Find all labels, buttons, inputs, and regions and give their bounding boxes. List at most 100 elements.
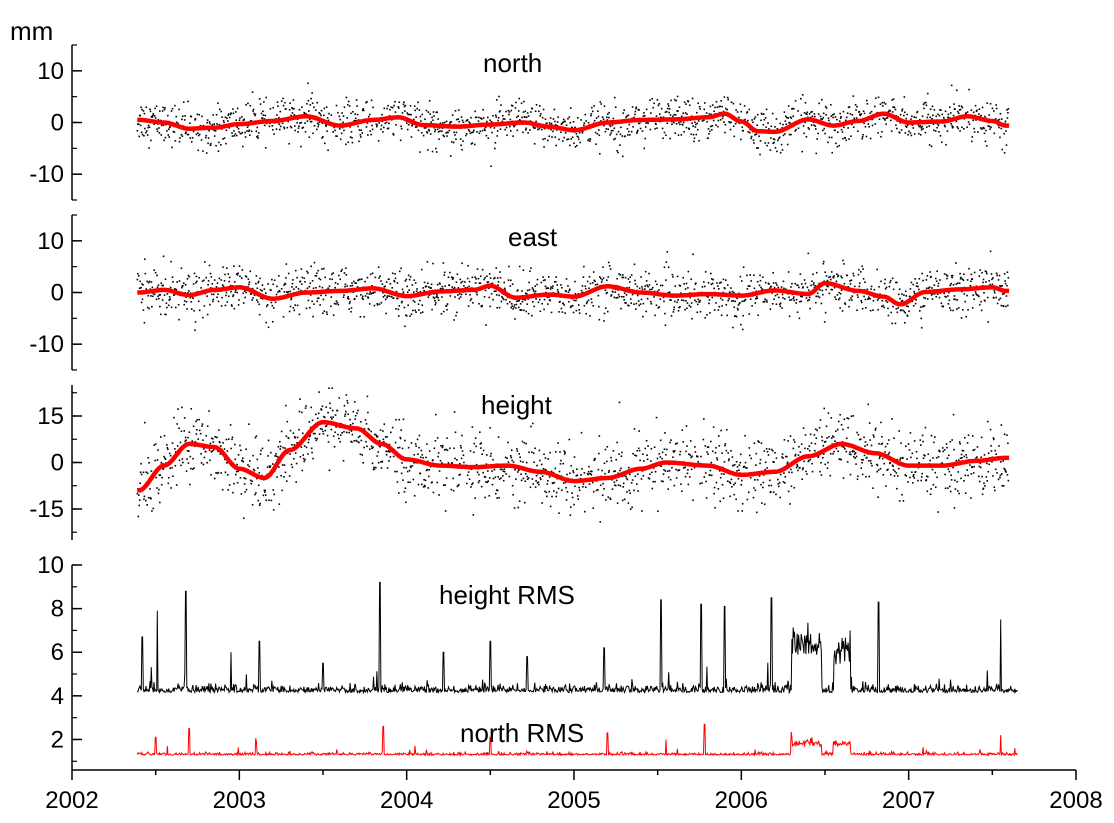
- height-scatter-point: [431, 481, 433, 483]
- height-scatter-point: [141, 474, 143, 476]
- east-scatter-point: [187, 278, 189, 280]
- east-scatter-point: [523, 310, 525, 312]
- height-scatter-point: [786, 456, 788, 458]
- north-scatter-point: [936, 127, 938, 129]
- height-scatter-point: [866, 457, 868, 459]
- height-scatter-point: [638, 448, 640, 450]
- north-scatter-point: [521, 102, 523, 104]
- east-scatter-point: [340, 270, 342, 272]
- north-scatter-point: [291, 127, 293, 129]
- north-scatter-point: [840, 116, 842, 118]
- east-scatter-point: [277, 291, 279, 293]
- east-scatter-point: [973, 298, 975, 300]
- east-scatter-point: [993, 297, 995, 299]
- north-scatter-point: [575, 146, 577, 148]
- height-scatter-point: [521, 480, 523, 482]
- north-scatter-point: [317, 126, 319, 128]
- height-scatter-point: [778, 483, 780, 485]
- north-scatter-point: [386, 122, 388, 124]
- north-scatter-point: [324, 108, 326, 110]
- height-scatter-point: [688, 453, 690, 455]
- east-scatter-point: [351, 282, 353, 284]
- height-scatter-point: [858, 434, 860, 436]
- height-scatter-point: [475, 446, 477, 448]
- height-scatter-point: [518, 453, 520, 455]
- height-scatter-point: [807, 448, 809, 450]
- east-scatter-point: [363, 316, 365, 318]
- height-scatter-point: [138, 505, 140, 507]
- east-scatter-point: [747, 288, 749, 290]
- height-scatter-point: [376, 455, 378, 457]
- north-scatter-point: [608, 112, 610, 114]
- height-scatter-point: [784, 439, 786, 441]
- north-scatter-point: [402, 112, 404, 114]
- north-scatter-point: [277, 101, 279, 103]
- north-scatter-point: [1006, 109, 1008, 111]
- east-scatter-point: [841, 277, 843, 279]
- east-scatter-point: [530, 267, 532, 269]
- height-scatter-point: [576, 468, 578, 470]
- height-scatter-point: [924, 455, 926, 457]
- height-scatter-point: [902, 457, 904, 459]
- east-scatter-point: [463, 285, 465, 287]
- north-scatter-point: [974, 131, 976, 133]
- east-scatter-point: [947, 295, 949, 297]
- east-scatter-point: [991, 279, 993, 281]
- north-scatter-point: [616, 150, 618, 152]
- east-scatter-point: [468, 305, 470, 307]
- height-scatter-point: [945, 487, 947, 489]
- height-scatter-point: [238, 454, 240, 456]
- height-scatter-point: [202, 423, 204, 425]
- north-scatter-point: [815, 125, 817, 127]
- east-scatter-point: [452, 277, 454, 279]
- height-scatter-point: [280, 446, 282, 448]
- height-scatter-point: [685, 476, 687, 478]
- height-scatter-point: [532, 483, 534, 485]
- east-scatter-point: [137, 279, 139, 281]
- height-scatter-point: [317, 418, 319, 420]
- east-scatter-point: [570, 305, 572, 307]
- height-scatter-point: [713, 493, 715, 495]
- north-scatter-point: [437, 118, 439, 120]
- east-scatter-point: [790, 286, 792, 288]
- north-scatter-point: [662, 137, 664, 139]
- east-scatter-point: [296, 277, 298, 279]
- east-scatter-point: [615, 297, 617, 299]
- east-scatter-point: [788, 271, 790, 273]
- height-scatter-point: [700, 456, 702, 458]
- north-scatter-point: [774, 126, 776, 128]
- east-scatter-point: [870, 288, 872, 290]
- east-scatter-point: [543, 309, 545, 311]
- north-scatter-point: [875, 97, 877, 99]
- north-scatter-point: [885, 103, 887, 105]
- east-scatter-point: [474, 276, 476, 278]
- east-scatter-point: [166, 302, 168, 304]
- height-scatter-point: [728, 460, 730, 462]
- height-scatter-point: [979, 481, 981, 483]
- height-scatter-point: [838, 421, 840, 423]
- north-scatter-point: [610, 132, 612, 134]
- east-scatter-point: [806, 297, 808, 299]
- height-scatter-point: [570, 465, 572, 467]
- east-scatter-point: [644, 288, 646, 290]
- north-scatter-point: [159, 110, 161, 112]
- height-scatter-point: [500, 477, 502, 479]
- east-scatter-point: [147, 307, 149, 309]
- east-scatter-point: [558, 311, 560, 313]
- east-scatter-point: [850, 297, 852, 299]
- north-scatter-point: [839, 113, 841, 115]
- height-scatter-point: [452, 478, 454, 480]
- height-scatter-point: [856, 432, 858, 434]
- height-scatter-point: [236, 464, 238, 466]
- east-scatter-point: [602, 266, 604, 268]
- east-scatter-point: [710, 273, 712, 275]
- north-scatter-point: [825, 106, 827, 108]
- height-scatter-point: [679, 454, 681, 456]
- north-scatter-point: [409, 114, 411, 116]
- east-scatter-point: [824, 321, 826, 323]
- east-scatter-point: [373, 291, 375, 293]
- height-scatter-point: [592, 482, 594, 484]
- height-scatter-point: [618, 484, 620, 486]
- east-scatter-point: [802, 286, 804, 288]
- north-scatter-point: [999, 119, 1001, 121]
